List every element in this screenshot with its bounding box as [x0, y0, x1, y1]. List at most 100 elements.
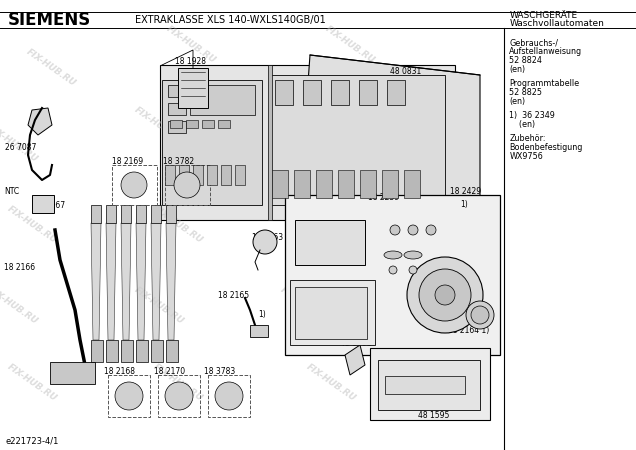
Text: 48 1661: 48 1661: [340, 339, 371, 348]
Bar: [50, 362, 95, 384]
Text: 18 3783: 18 3783: [204, 368, 235, 377]
Bar: [202, 120, 214, 128]
Circle shape: [390, 225, 400, 235]
Bar: [106, 205, 116, 223]
Bar: [290, 280, 375, 345]
Polygon shape: [106, 223, 116, 340]
Text: EXTRAKLASSE XLS 140-WXLS140GB/01: EXTRAKLASSE XLS 140-WXLS140GB/01: [135, 15, 326, 25]
Bar: [193, 165, 203, 185]
Bar: [272, 170, 288, 198]
Bar: [268, 65, 272, 220]
Text: 18 2429: 18 2429: [450, 188, 481, 197]
Bar: [295, 220, 365, 265]
Text: (en): (en): [509, 120, 536, 129]
Text: FIX-HUB.RU: FIX-HUB.RU: [304, 205, 357, 245]
Bar: [303, 80, 321, 105]
Text: FIX-HUB.RU: FIX-HUB.RU: [132, 286, 186, 326]
Bar: [385, 376, 465, 394]
Text: e221723-4/1: e221723-4/1: [5, 436, 59, 445]
Text: NTC: NTC: [4, 188, 19, 197]
Text: 18 3782: 18 3782: [163, 158, 194, 166]
Text: FIX-HUB.RU: FIX-HUB.RU: [151, 205, 205, 245]
Text: WX9756: WX9756: [509, 152, 543, 161]
Text: 1): 1): [258, 310, 266, 320]
Text: Programmtabelle: Programmtabelle: [509, 79, 579, 88]
Bar: [166, 205, 176, 223]
Bar: [370, 348, 490, 420]
Text: 18 2163: 18 2163: [252, 234, 283, 243]
Circle shape: [115, 382, 143, 410]
Text: FIX-HUB.RU: FIX-HUB.RU: [304, 362, 357, 403]
Bar: [338, 170, 354, 198]
Text: FIX-HUB.RU: FIX-HUB.RU: [387, 286, 440, 326]
Bar: [387, 80, 405, 105]
Polygon shape: [345, 345, 365, 375]
Text: Waschvollautomaten: Waschvollautomaten: [509, 19, 604, 28]
Circle shape: [121, 172, 147, 198]
Bar: [158, 375, 200, 417]
Bar: [207, 165, 217, 185]
Polygon shape: [136, 223, 146, 340]
Circle shape: [165, 382, 193, 410]
Bar: [275, 80, 293, 105]
Bar: [178, 68, 208, 108]
Text: 18 2239: 18 2239: [368, 194, 399, 202]
Text: Aufstellanweisung: Aufstellanweisung: [509, 47, 583, 56]
Bar: [168, 85, 186, 97]
Bar: [121, 205, 131, 223]
Text: FIX-HUB.RU: FIX-HUB.RU: [24, 47, 78, 88]
Text: (en): (en): [509, 97, 525, 106]
Text: FIX-HUB.RU: FIX-HUB.RU: [279, 286, 332, 326]
Bar: [404, 170, 420, 198]
Circle shape: [407, 257, 483, 333]
Bar: [165, 165, 210, 205]
Bar: [136, 340, 148, 362]
Bar: [136, 205, 146, 223]
Text: 52 8825: 52 8825: [509, 88, 543, 97]
Circle shape: [174, 172, 200, 198]
Bar: [270, 75, 445, 205]
Text: 48 0831: 48 0831: [390, 68, 421, 76]
Bar: [166, 340, 178, 362]
Circle shape: [466, 301, 494, 329]
Text: FIX-HUB.RU: FIX-HUB.RU: [387, 205, 440, 245]
Bar: [359, 80, 377, 105]
Bar: [221, 165, 231, 185]
Text: FIX-HUB.RU: FIX-HUB.RU: [387, 362, 440, 403]
Text: 18 2166: 18 2166: [4, 264, 35, 273]
Text: 18 2167: 18 2167: [34, 201, 65, 210]
Bar: [378, 360, 480, 410]
Bar: [331, 80, 349, 105]
Circle shape: [471, 306, 489, 324]
Text: 18 2168: 18 2168: [104, 368, 135, 377]
Polygon shape: [166, 223, 176, 340]
Text: 48 1595: 48 1595: [418, 411, 450, 420]
Bar: [170, 120, 182, 128]
Text: 26 7087: 26 7087: [5, 144, 36, 153]
Text: FIX-HUB.RU: FIX-HUB.RU: [0, 124, 39, 164]
Bar: [179, 165, 189, 185]
Bar: [168, 121, 186, 133]
Ellipse shape: [404, 251, 422, 259]
Bar: [106, 340, 118, 362]
Text: 18 2164 1): 18 2164 1): [448, 325, 489, 334]
Polygon shape: [151, 223, 161, 340]
Polygon shape: [300, 55, 480, 220]
Bar: [295, 287, 367, 339]
Bar: [208, 375, 250, 417]
Bar: [250, 325, 268, 337]
Text: FIX-HUB.RU: FIX-HUB.RU: [5, 362, 59, 403]
Circle shape: [435, 285, 455, 305]
Text: Gebrauchs-/: Gebrauchs-/: [509, 38, 558, 47]
Ellipse shape: [384, 251, 402, 259]
Text: Zubehör:: Zubehör:: [509, 134, 546, 143]
Polygon shape: [28, 108, 52, 135]
Bar: [121, 340, 133, 362]
Polygon shape: [121, 223, 131, 340]
Text: 18 2169: 18 2169: [112, 158, 143, 166]
Bar: [165, 165, 175, 185]
Text: 18 2165: 18 2165: [218, 291, 249, 300]
Circle shape: [215, 382, 243, 410]
Circle shape: [408, 225, 418, 235]
Bar: [235, 165, 245, 185]
